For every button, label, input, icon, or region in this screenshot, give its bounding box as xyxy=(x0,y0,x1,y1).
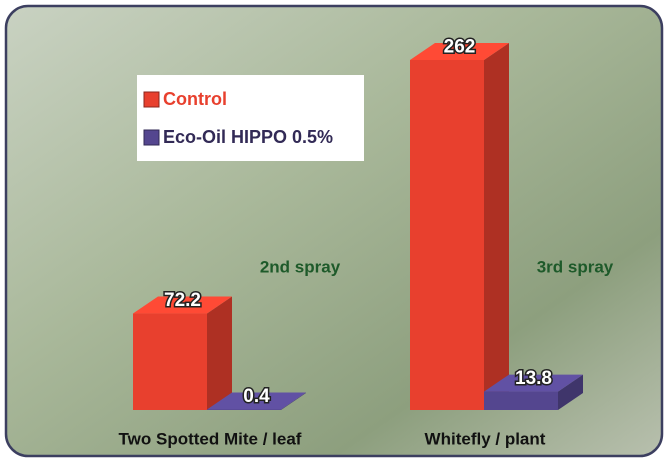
bar xyxy=(410,60,484,410)
bar xyxy=(133,314,207,410)
annotation: 3rd spray xyxy=(537,257,614,276)
value-label: 72.2 xyxy=(164,290,201,311)
bar-side xyxy=(207,297,232,410)
bar xyxy=(207,409,281,410)
value-label: 262 xyxy=(444,37,476,58)
value-label: 13.8 xyxy=(515,368,552,389)
page: Control Eco-Oil HIPPO 0.5% 72.2 0.4 Two Spo… xyxy=(0,0,668,467)
x-tick-label: Whitefly / plant xyxy=(425,429,546,448)
legend-label: Control xyxy=(163,89,227,109)
value-label: 0.4 xyxy=(243,386,270,407)
bar-side xyxy=(484,43,509,410)
legend-swatch xyxy=(144,130,159,145)
bar xyxy=(484,392,558,410)
x-tick-label: Two Spotted Mite / leaf xyxy=(119,429,302,448)
annotation: 2nd spray xyxy=(260,257,341,276)
legend-label: Eco-Oil HIPPO 0.5% xyxy=(163,127,333,147)
legend-swatch xyxy=(144,92,159,107)
chart: Control Eco-Oil HIPPO 0.5% 72.2 0.4 Two Spo… xyxy=(0,0,668,462)
